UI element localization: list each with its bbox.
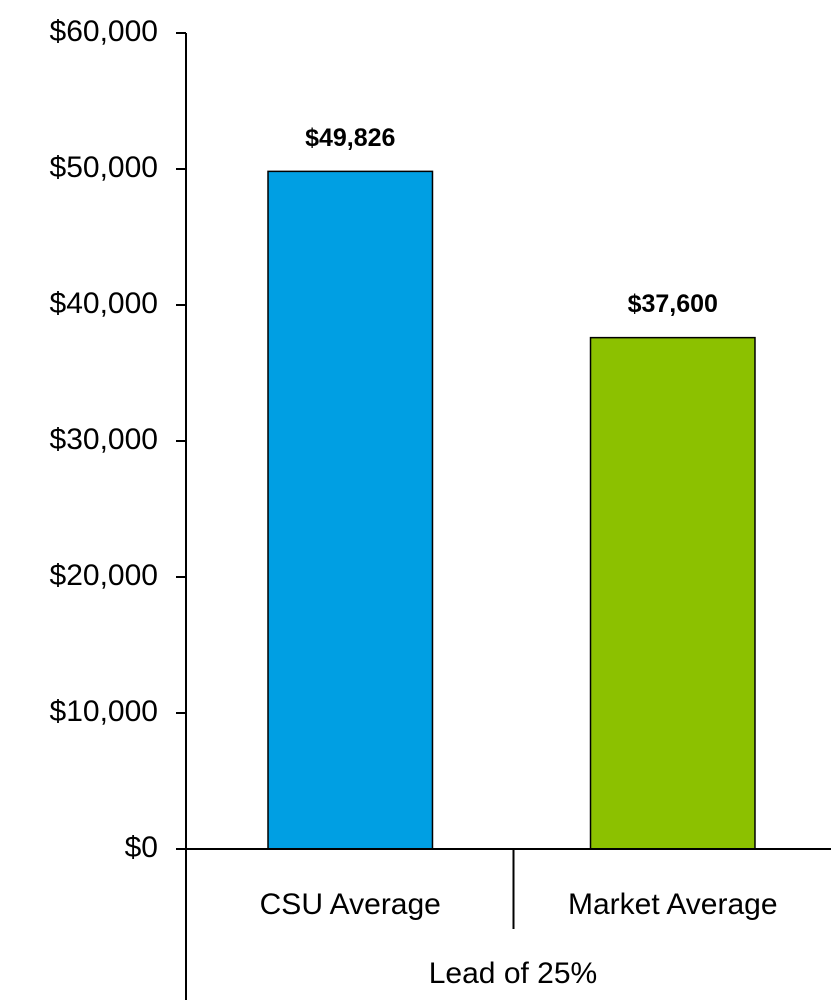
y-tick-label: $10,000 [50,695,158,728]
x-tick-label: CSU Average [260,888,441,921]
y-tick-label: $20,000 [50,559,158,592]
x-tick-label: Market Average [568,888,778,921]
y-tick-label: $60,000 [50,15,158,48]
y-tick-label: $0 [125,831,158,864]
bar [267,170,434,850]
y-tick-label: $40,000 [50,287,158,320]
value-label: $49,826 [305,124,395,152]
bar [589,336,756,850]
y-tick-label: $50,000 [50,151,158,184]
y-tick-label: $30,000 [50,423,158,456]
x-axis-label: Lead of 25% [429,957,597,990]
value-label: $37,600 [628,290,718,318]
